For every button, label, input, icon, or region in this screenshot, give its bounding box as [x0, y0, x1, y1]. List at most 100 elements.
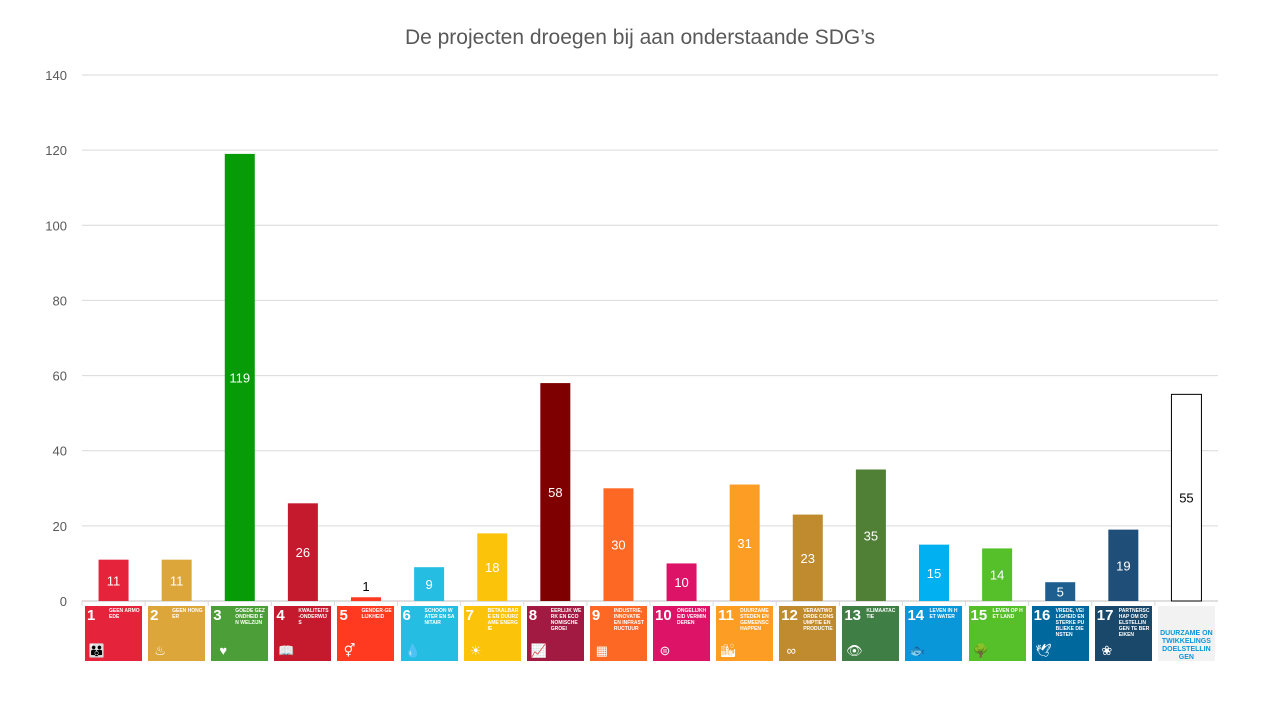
data-label: 10 [674, 575, 688, 590]
sdg-number-column: 2 ♨ [150, 608, 170, 659]
sdg-number: 16 [1033, 607, 1051, 624]
sdg-label: Eerlijk werk en economische groei [550, 608, 582, 632]
sdg-number-column: 10 ⊜ [655, 608, 675, 659]
sdg-icon-17: 17 ❀ Partnerschap om doelstellingen te ber… [1094, 606, 1152, 661]
data-label: 15 [927, 566, 941, 581]
sdg-icon-14: 14 🐟 Leven in het water [905, 606, 963, 661]
sdg-number: 6 [402, 607, 411, 624]
data-label: 23 [801, 551, 815, 566]
sdg-icon-9: 9 ▦ Industrie, innovatie en infrastructuur [589, 606, 647, 661]
heartbeat-icon: ♥ [219, 643, 228, 658]
sdg-number-column: 6 💧 [403, 608, 423, 659]
equal-icon: ⊜ [659, 643, 671, 658]
gender-icon: ⚥ [343, 643, 356, 658]
data-label: 30 [611, 538, 625, 553]
sdg-number: 7 [465, 607, 474, 624]
sdg-icon-6: 6 💧 Schoon water en sanitair [400, 606, 458, 661]
sdg-icon-12: 12 ∞ Verantwoorde consumptie en productie [779, 606, 837, 661]
sdg-label: Duurzame steden en gemeenschappen [740, 608, 769, 632]
people-icon: 👪 [88, 643, 106, 658]
sdg-number-column: 1 👪 [87, 608, 107, 659]
bar [982, 548, 1013, 601]
infinity-icon: ∞ [786, 643, 796, 658]
sdg-number-column: 9 ▦ [592, 608, 612, 659]
bar [855, 469, 886, 601]
data-label: 19 [1116, 558, 1130, 573]
y-tick-label: 60 [53, 369, 67, 384]
data-label: 11 [170, 573, 184, 588]
data-label: 55 [1179, 491, 1193, 506]
sdg-number: 2 [150, 607, 159, 624]
y-tick-label: 100 [45, 218, 67, 233]
fish-icon: 🐟 [909, 643, 926, 658]
sdg-number-column: 5 ⚥ [339, 608, 359, 659]
sdg-number-column: 8 📈 [529, 608, 549, 659]
sdg-number: 1 [87, 607, 96, 624]
city-icon: 🏙 [719, 643, 737, 658]
sdg-number: 8 [528, 607, 538, 624]
sdg-label: Vrede, veiligheid en sterke publieke die… [1055, 608, 1085, 638]
sdg-number-column: 15 🌳 [971, 608, 991, 659]
sdg-number: 3 [213, 607, 222, 624]
data-label: 1 [362, 579, 369, 594]
bar [1045, 582, 1076, 601]
data-label: 18 [485, 560, 499, 575]
data-label: 119 [229, 370, 250, 385]
sdg-number: 10 [655, 607, 672, 624]
data-label: 31 [737, 536, 751, 551]
sdg-label: Industrie, innovatie en infrastructuur [613, 608, 644, 632]
water-icon: 💧 [404, 643, 421, 658]
logo-text: Duurzame ontwikkelings doelstellingen [1160, 630, 1213, 661]
tree-icon: 🌳 [972, 643, 989, 658]
bar [224, 153, 255, 601]
data-label: 35 [864, 528, 878, 543]
y-tick-label: 40 [53, 444, 67, 459]
bar [1108, 529, 1139, 601]
sdg-number-column: 17 ❀ [1097, 608, 1117, 659]
bar [666, 563, 697, 601]
sdg-number-column: 14 🐟 [907, 608, 927, 659]
y-tick-label: 120 [45, 143, 67, 158]
y-tick-label: 0 [60, 594, 67, 609]
bar [603, 488, 634, 601]
bar [287, 503, 318, 601]
sdg-icon-10: 10 ⊜ Ongelijkheid verminderen [653, 606, 710, 661]
sdg-number: 17 [1096, 607, 1114, 624]
sdg-label: Geen armoede [109, 608, 140, 620]
bar [792, 514, 823, 601]
bar [540, 383, 571, 601]
bar [161, 559, 192, 601]
sdg-number: 4 [276, 607, 285, 624]
sdg-number-column: 12 ∞ [781, 608, 801, 659]
sdg-icon-7: 7 ☀ Betaalbare en duurzame energie [463, 606, 521, 661]
bar [351, 597, 381, 601]
sdg-label: Goede gezondheid en welzijn [235, 608, 265, 626]
sdg-label: Ongelijkheid verminderen [677, 608, 707, 626]
sdg-icon-13: 13 👁 Klimaatactie [842, 606, 900, 661]
sdg-label: Partnerschap om doelstellingen te bereik… [1118, 608, 1150, 638]
sdg-number-column: 7 ☀ [466, 608, 486, 659]
sdg-number: 12 [781, 607, 798, 624]
sdg-label: Kwaliteits-onderwijs [298, 608, 329, 626]
growth-icon: 📈 [530, 643, 547, 658]
sdg-number: 11 [718, 607, 734, 624]
bowl-icon: ♨ [154, 643, 166, 658]
sdg-number: 5 [339, 607, 348, 624]
bar [919, 544, 949, 601]
sun-icon: ☀ [469, 643, 482, 658]
sdg-number-column: 11 🏙 [718, 608, 738, 659]
y-tick-label: 140 [45, 68, 67, 83]
bar [414, 567, 445, 601]
sdg-label: Schoon water en sanitair [424, 608, 455, 626]
sdg-label: Gender-gelijkheid [361, 608, 392, 620]
sdg-icon-2: 2 ♨ Geen honger [148, 606, 206, 661]
sdg-number-column: 4 📖 [276, 608, 296, 659]
sdg-number: 14 [907, 607, 925, 624]
data-label: 14 [990, 568, 1004, 583]
sdg-icon-1: 1 👪 Geen armoede [85, 606, 142, 661]
sdg-number-column: 13 👁 [844, 608, 864, 659]
data-label: 11 [107, 573, 121, 588]
sdg-number: 15 [970, 607, 988, 624]
sdg-label: Geen honger [172, 608, 203, 620]
